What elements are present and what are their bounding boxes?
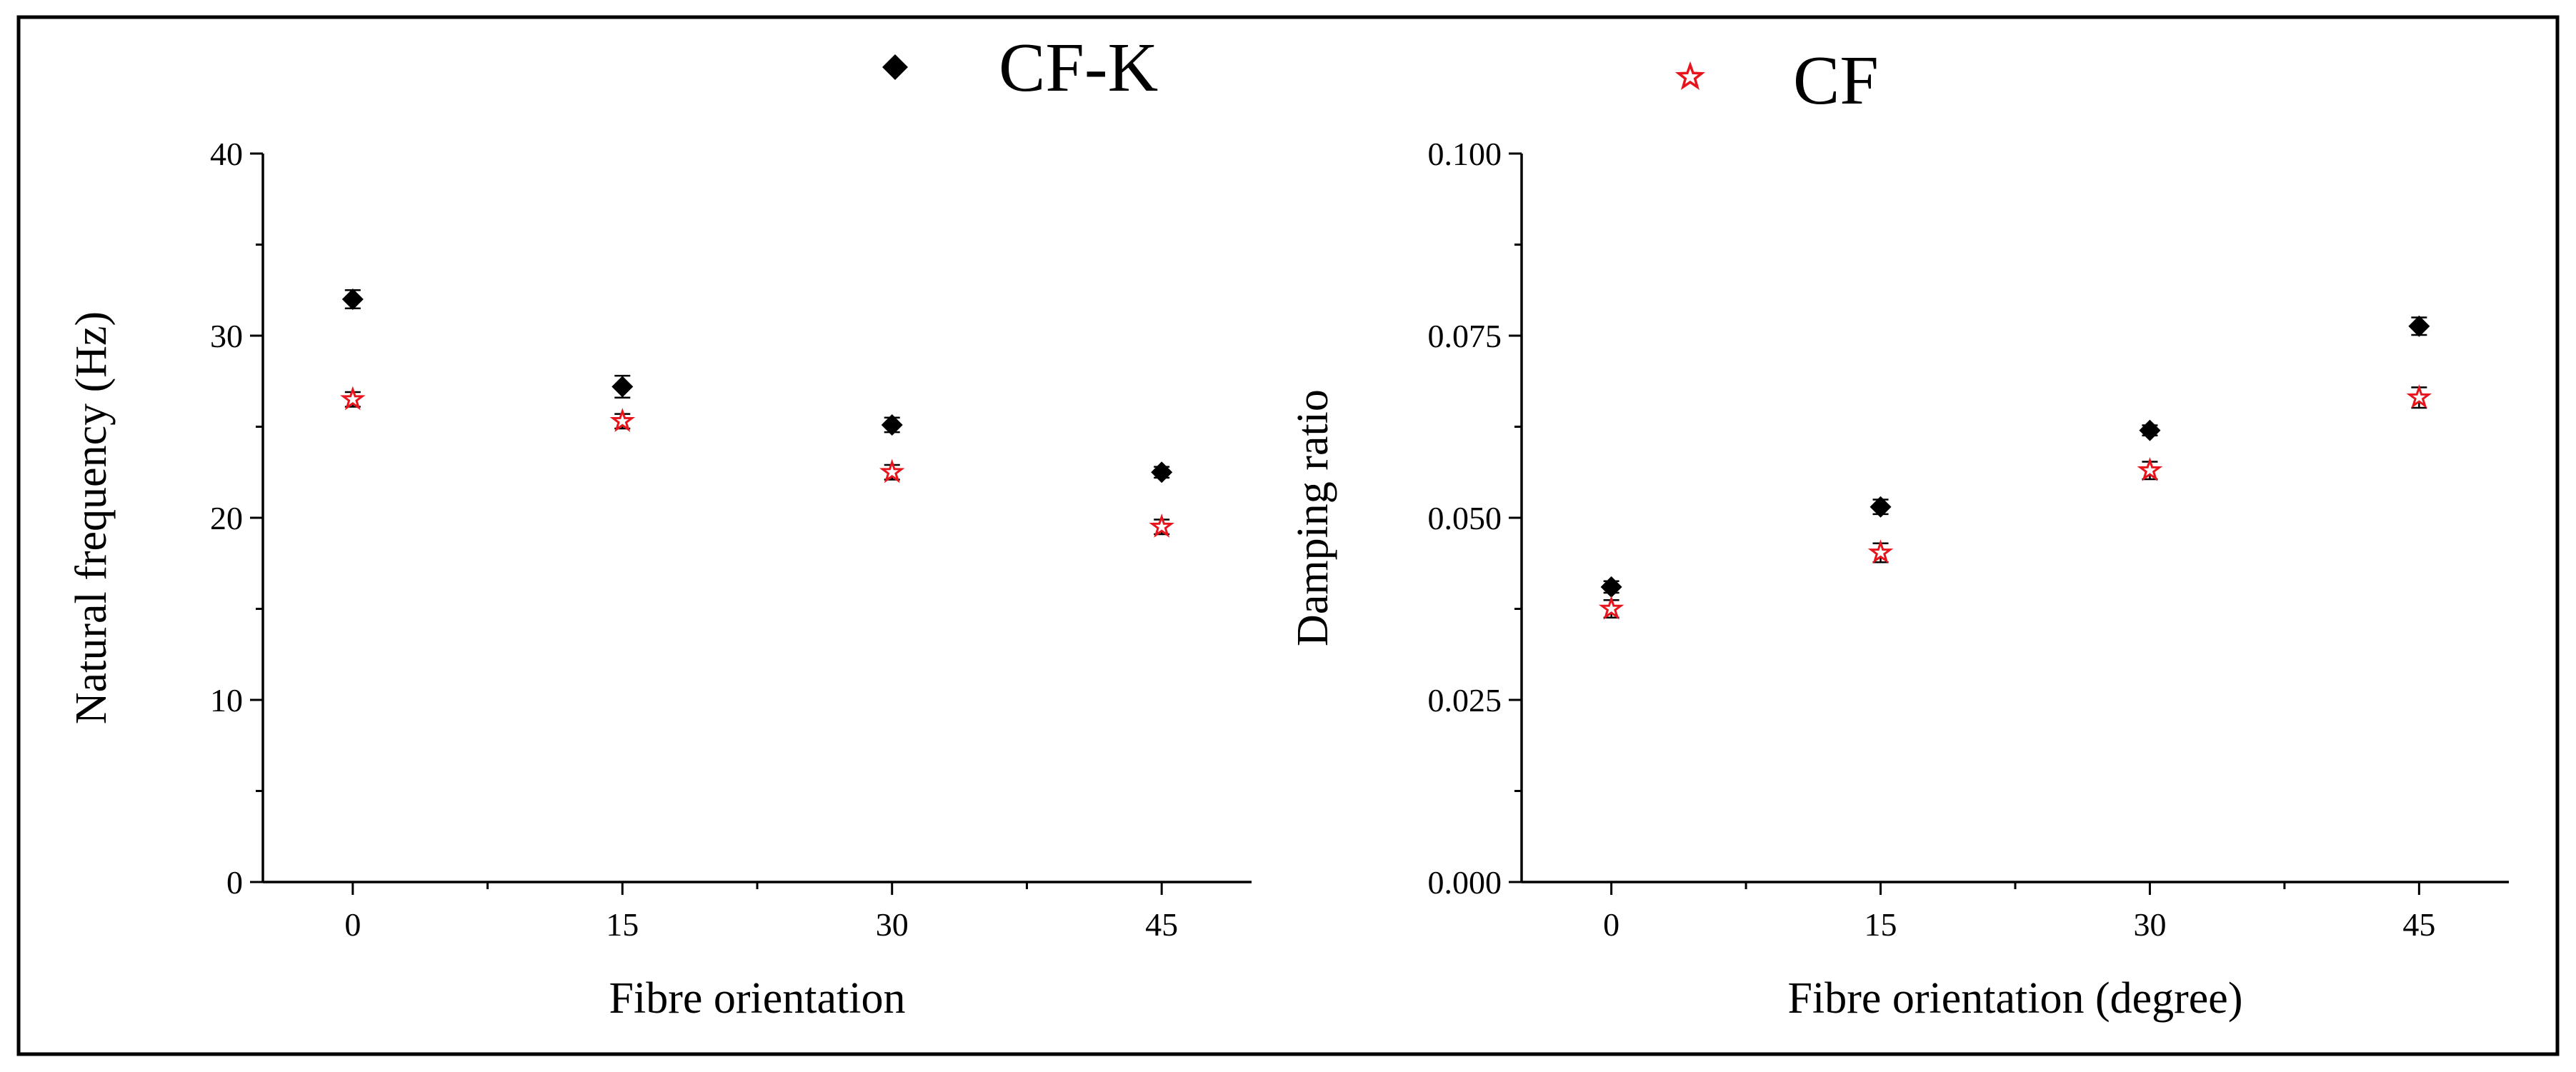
x-tick-label: 0: [344, 906, 361, 943]
figure-frame: [16, 15, 2560, 1056]
y-tick-label: 10: [210, 682, 243, 718]
y-tick-label: 0.000: [1428, 864, 1502, 901]
data-point-cf: [2137, 457, 2163, 481]
legend-entry-cf-k: CF-K: [882, 29, 1158, 106]
data-point-cf: [340, 386, 366, 411]
data-point-cf: [2406, 384, 2432, 409]
natural-frequency-panel: 0 10 20 30 40 0 15 30 45 Fibre orientation Natural…: [67, 136, 1252, 1023]
legend-label-cf: CF: [1793, 42, 1879, 119]
y-tick-label: 0.025: [1428, 682, 1502, 718]
legend-label-cf-k: CF-K: [999, 29, 1158, 106]
y-axis-title: Damping ratio: [1289, 389, 1337, 646]
x-tick-label: 15: [606, 906, 639, 943]
legend-marker-cf: [1674, 61, 1706, 90]
data-point-cf: [1149, 514, 1174, 538]
x-tick-label: 15: [1864, 906, 1897, 943]
x-axis-title: Fibre orientation (degree): [1788, 974, 2243, 1023]
data-point-cf: [1598, 595, 1624, 620]
legend-entry-cf: CF: [1674, 42, 1879, 119]
x-axis-title: Fibre orientation: [609, 974, 906, 1023]
y-tick-label: 30: [210, 318, 243, 354]
data-point-cf-k: [1600, 576, 1622, 598]
data-point-cf: [609, 408, 636, 433]
data-point-cf-k: [2139, 419, 2161, 441]
x-tick-label: 30: [876, 906, 909, 943]
data-point-cf: [1867, 539, 1894, 564]
x-tick-label: 0: [1603, 906, 1619, 943]
legend-marker-cf-k: [882, 54, 908, 80]
legend: CF-K CF: [882, 29, 1879, 119]
data-point-cf: [879, 459, 905, 484]
data-point-cf-k: [1869, 496, 1892, 518]
y-tick-label: 0.100: [1428, 136, 1502, 172]
x-tick-label: 45: [2402, 906, 2435, 943]
x-tick-label: 30: [2133, 906, 2166, 943]
data-point-cf-k: [881, 414, 903, 436]
y-tick-label: 0.050: [1428, 500, 1502, 536]
damping-ratio-panel: 0.000 0.025 0.050 0.075 0.100 0 15 30 45 Fibre or…: [1289, 136, 2509, 1023]
x-tick-label: 45: [1145, 906, 1178, 943]
y-tick-label: 20: [210, 500, 243, 536]
y-axis-title: Natural frequency (Hz): [67, 311, 116, 724]
y-tick-label: 0: [226, 864, 243, 901]
data-point-cf-k: [2408, 315, 2430, 337]
y-tick-label: 0.075: [1428, 318, 1502, 354]
data-point-cf-k: [341, 289, 364, 310]
data-point-cf-k: [611, 376, 634, 398]
data-point-cf-k: [1151, 461, 1173, 484]
y-tick-label: 40: [210, 136, 243, 172]
